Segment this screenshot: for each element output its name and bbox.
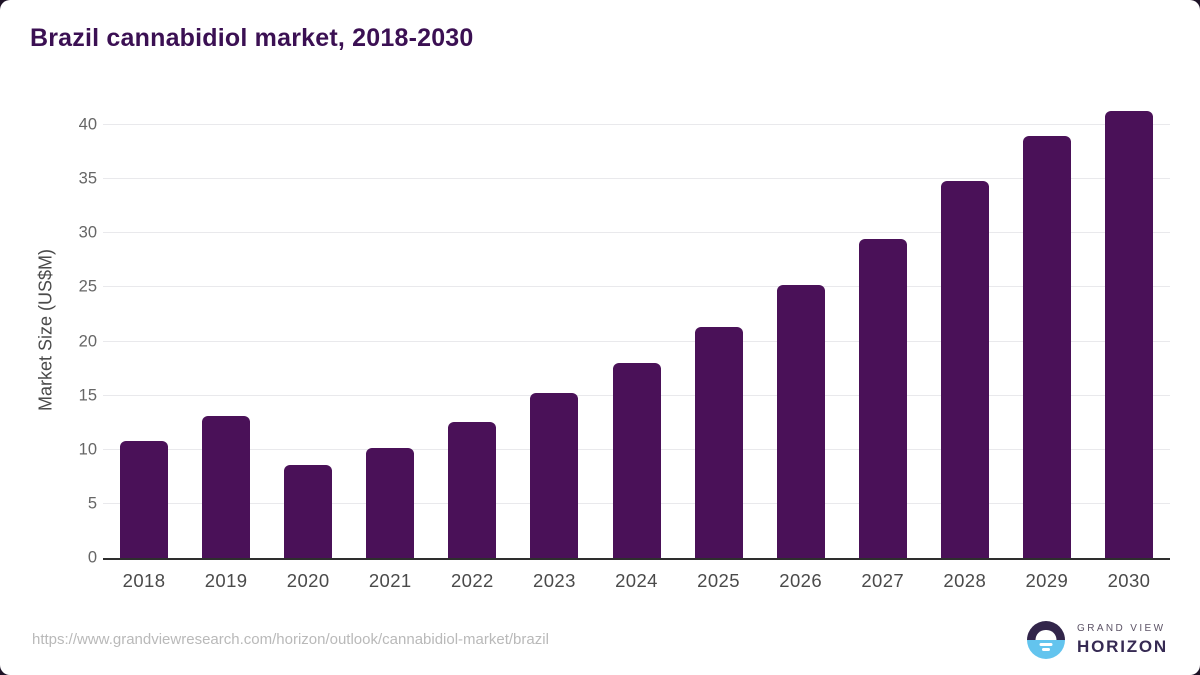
y-tick-label-15: 15 (78, 386, 97, 405)
y-tick-label-20: 20 (78, 332, 97, 350)
y-tick-label-10: 10 (78, 440, 97, 459)
bar-2029 (1022, 135, 1071, 558)
y-tick-label-40: 40 (78, 115, 97, 134)
bar-2025 (694, 327, 743, 558)
gridline-35 (103, 178, 1170, 180)
bar-2023 (530, 393, 579, 558)
x-tick-label-2029: 2029 (1025, 570, 1069, 591)
logo-text-horizon: HORIZON (1077, 637, 1168, 656)
reflection-line-2 (1042, 648, 1051, 651)
bar-2027 (858, 238, 907, 558)
x-tick-label-2021: 2021 (368, 570, 412, 591)
horizon-sun-icon (1027, 621, 1066, 659)
gridline-20 (103, 340, 1170, 342)
sun-dome-shape (1035, 629, 1057, 640)
x-tick-label-2025: 2025 (697, 570, 740, 591)
gridline-40 (103, 124, 1170, 126)
x-tick-label-2018: 2018 (122, 570, 166, 591)
x-tick-label-2027: 2027 (861, 570, 905, 591)
bar-2024 (612, 363, 661, 558)
bar-2021 (366, 447, 415, 558)
grand-view-horizon-logo: GRAND VIEW HORIZON (1027, 621, 1168, 659)
x-tick-label-2028: 2028 (943, 570, 987, 591)
bar-2022 (448, 421, 497, 558)
x-tick-label-2020: 2020 (286, 570, 330, 591)
bar-2030 (1104, 110, 1153, 558)
logo-text: GRAND VIEW HORIZON (1077, 623, 1168, 657)
x-tick-label-2022: 2022 (450, 570, 494, 591)
bar-2019 (202, 416, 251, 558)
bar-2018 (120, 441, 169, 558)
x-tick-label-2026: 2026 (779, 570, 823, 591)
gridline-25 (103, 286, 1170, 288)
x-tick-label-2030: 2030 (1107, 570, 1151, 591)
x-tick-label-2023: 2023 (533, 570, 576, 591)
plot-area (103, 105, 1170, 560)
x-tick-label-2019: 2019 (204, 570, 248, 591)
y-tick-label-0: 0 (87, 548, 97, 567)
gridline-30 (103, 232, 1170, 234)
y-tick-label-30: 30 (78, 223, 97, 242)
source-url: https://www.grandviewresearch.com/horizo… (32, 631, 549, 648)
reflection-line-1 (1039, 643, 1053, 646)
y-tick-label-25: 25 (78, 277, 97, 296)
y-tick-label-5: 5 (87, 494, 97, 513)
x-tick-label-2024: 2024 (615, 570, 658, 591)
bar-2026 (776, 285, 825, 558)
bar-2020 (284, 464, 333, 558)
chart-title: Brazil cannabidiol market, 2018-2030 (30, 24, 474, 52)
logo-text-grand-view: GRAND VIEW (1077, 623, 1166, 634)
bar-2028 (940, 181, 989, 558)
y-tick-label-35: 35 (78, 169, 97, 188)
